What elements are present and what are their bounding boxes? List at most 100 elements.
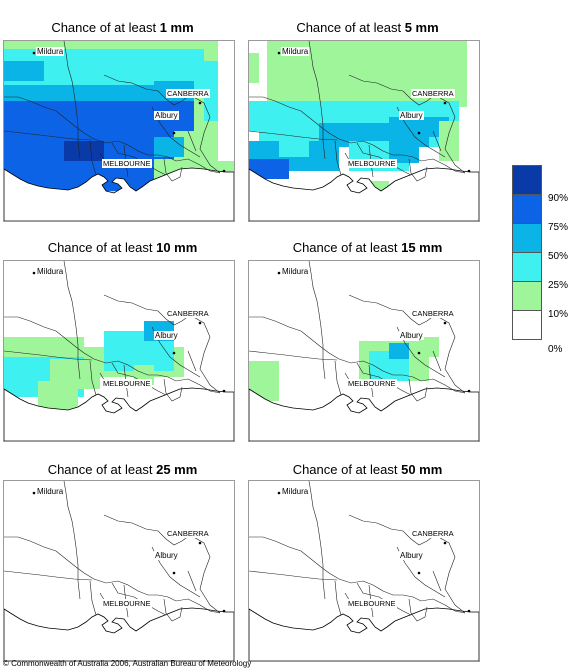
probability-cell — [389, 343, 409, 359]
town-dot — [198, 541, 202, 545]
town-dot — [172, 131, 176, 135]
map-svg — [4, 481, 234, 661]
legend-label-10: 10% — [548, 309, 569, 320]
probability-legend: 90% 75% 50% 25% 10% 0% — [512, 165, 568, 355]
district-boundary — [89, 140, 97, 176]
district-boundary — [89, 580, 97, 616]
town-dot — [417, 571, 421, 575]
map-panel-15mm: Mildura CANBERRA Albury MELBOURNE — [248, 260, 480, 442]
district-boundary — [4, 536, 221, 614]
coastline — [249, 607, 479, 661]
town-dot — [222, 169, 226, 173]
probability-cell — [44, 69, 154, 89]
coastline — [4, 607, 234, 661]
place-label-melbourne: MELBOURNE — [347, 599, 397, 608]
district-boundary — [408, 378, 428, 402]
probability-cell — [64, 141, 104, 161]
place-label-canberra: CANBERRA — [166, 529, 210, 538]
town-dot — [277, 491, 281, 495]
district-boundary — [89, 360, 97, 396]
district-boundary — [4, 96, 221, 174]
coastline — [4, 167, 234, 221]
district-boundary — [4, 130, 93, 141]
town-dot — [467, 389, 471, 393]
legend-swatch-90 — [512, 165, 542, 195]
district-boundary — [396, 106, 446, 158]
town-dot — [417, 131, 421, 135]
probability-cell — [249, 53, 259, 83]
district-boundary — [103, 74, 191, 106]
district-boundary — [249, 316, 466, 394]
legend-swatch-50 — [512, 223, 542, 253]
district-boundary — [189, 94, 221, 174]
probability-cell — [4, 61, 44, 81]
legend-label-50: 50% — [548, 251, 569, 262]
town-dot — [32, 491, 36, 495]
panel-title-25mm: Chance of at least 25 mm — [47, 462, 198, 477]
place-label-mildura: Mildura — [281, 47, 310, 56]
town-dot — [443, 541, 447, 545]
district-boundary — [308, 41, 326, 160]
town-dot — [467, 169, 471, 173]
district-boundary — [189, 534, 221, 614]
panel-title-5mm: Chance of at least 5 mm — [296, 20, 439, 35]
district-boundary — [103, 294, 191, 326]
district-boundary — [334, 580, 342, 616]
coastline — [4, 387, 234, 441]
map-panel-1mm: Mildura CANBERRA Albury MELBOURNE — [3, 40, 235, 222]
district-boundary — [103, 514, 191, 546]
district-boundary — [348, 74, 436, 106]
district-boundary — [432, 130, 442, 152]
district-boundary — [187, 350, 197, 372]
legend-swatch-75 — [512, 194, 542, 224]
rainfall-probability-cells — [4, 321, 184, 411]
district-boundary — [63, 481, 81, 600]
district-boundary — [396, 546, 446, 598]
legend-label-0: 0% — [548, 344, 563, 355]
district-boundary — [63, 41, 81, 160]
legend-label-25: 25% — [548, 280, 569, 291]
probability-cell — [4, 85, 154, 105]
coastline — [249, 387, 479, 441]
place-label-melbourne: MELBOURNE — [347, 159, 397, 168]
district-boundary — [163, 378, 183, 402]
district-boundary — [249, 96, 466, 174]
town-dot — [222, 609, 226, 613]
coastline — [249, 167, 479, 221]
place-label-melbourne: MELBOURNE — [102, 379, 152, 388]
probability-cell — [154, 137, 184, 157]
legend-swatch-25 — [512, 252, 542, 282]
district-boundary — [434, 314, 466, 394]
district-boundary — [249, 130, 338, 141]
district-boundary — [348, 294, 436, 326]
map-svg — [4, 41, 234, 221]
district-boundary — [308, 481, 326, 600]
rainfall-probability-cells — [249, 41, 467, 193]
town-dot — [198, 321, 202, 325]
place-label-mildura: Mildura — [281, 267, 310, 276]
map-panel-5mm: Mildura CANBERRA Albury MELBOURNE — [248, 40, 480, 222]
probability-cell — [419, 337, 439, 357]
place-label-albury: Albury — [399, 551, 424, 560]
district-boundary — [163, 158, 183, 182]
town-dot — [277, 271, 281, 275]
map-svg — [4, 261, 234, 441]
town-dot — [443, 321, 447, 325]
district-boundary — [4, 316, 221, 394]
district-boundary — [151, 106, 201, 158]
panel-title-10mm: Chance of at least 10 mm — [47, 240, 198, 255]
place-label-canberra: CANBERRA — [411, 309, 455, 318]
place-label-mildura: Mildura — [36, 267, 65, 276]
district-boundary — [432, 350, 442, 372]
legend-swatch-0 — [512, 310, 542, 340]
probability-cell — [38, 381, 78, 411]
town-dot — [467, 609, 471, 613]
place-label-albury: Albury — [154, 111, 179, 120]
district-boundary — [63, 261, 81, 380]
panel-title-15mm: Chance of at least 15 mm — [292, 240, 443, 255]
district-boundary — [408, 598, 428, 622]
town-dot — [172, 571, 176, 575]
rainfall-probability-cells — [249, 337, 439, 401]
place-label-canberra: CANBERRA — [166, 309, 210, 318]
district-boundary — [187, 130, 197, 152]
